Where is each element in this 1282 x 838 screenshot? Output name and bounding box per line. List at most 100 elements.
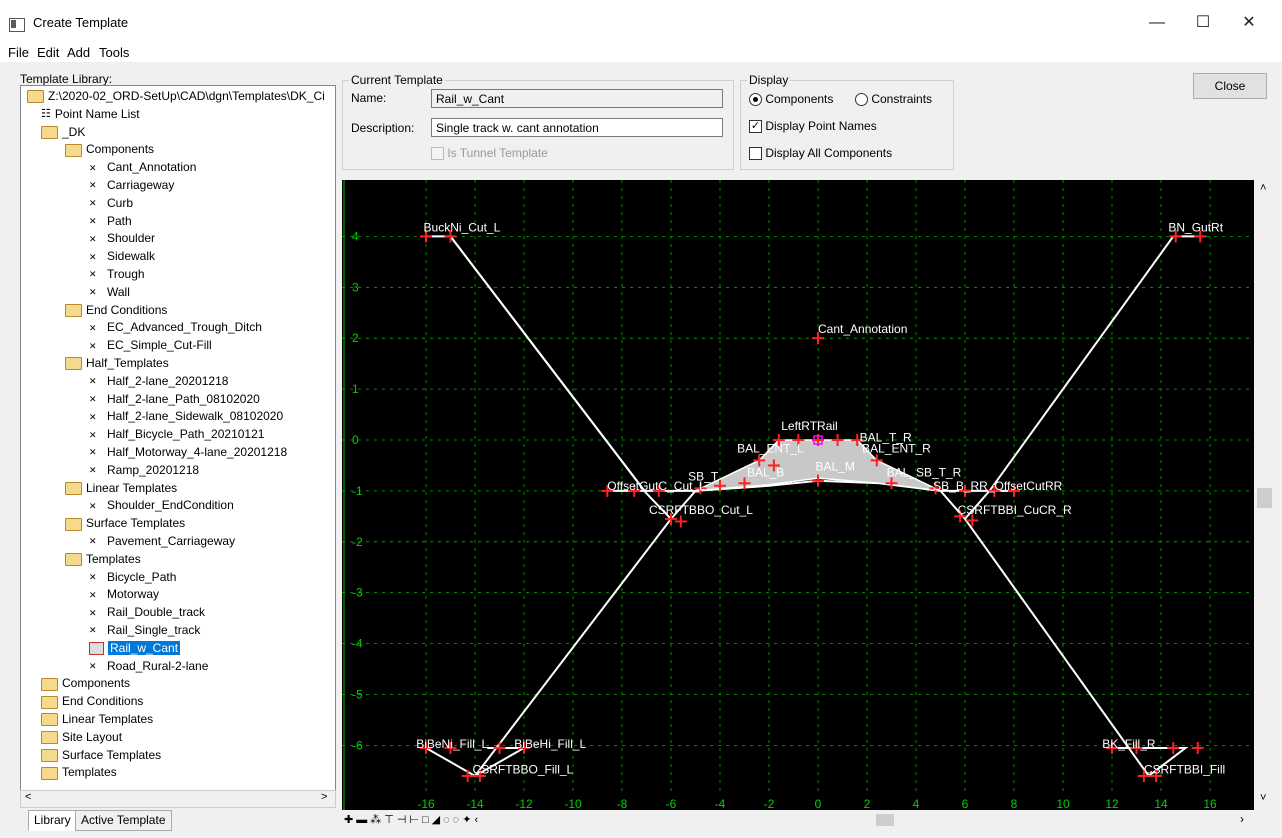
hscroll-thumb[interactable] bbox=[876, 814, 894, 826]
tree-item[interactable]: _DK bbox=[41, 124, 85, 141]
tree-item[interactable]: End Conditions bbox=[65, 302, 167, 319]
tree-item[interactable]: Surface Templates bbox=[41, 747, 161, 764]
tree-item[interactable]: ✕ Motorway bbox=[89, 586, 159, 603]
tree-item[interactable]: ✕ EC_Simple_Cut-Fill bbox=[89, 337, 212, 354]
viewer-tool-icon[interactable]: ⊢ bbox=[409, 814, 419, 826]
maximize-button[interactable]: ☐ bbox=[1195, 14, 1211, 31]
scroll-down-icon[interactable]: ˅ bbox=[1260, 792, 1267, 804]
point-name-label: CSRFTBBO_Cut_L bbox=[649, 503, 753, 517]
tree-item[interactable]: ✕ Bicycle_Path bbox=[89, 569, 176, 586]
tree-item[interactable]: ✕ Path bbox=[89, 213, 132, 230]
menu-file[interactable]: File bbox=[8, 45, 29, 60]
tab-library[interactable]: Library bbox=[28, 810, 77, 831]
tree-item[interactable]: Half_Templates bbox=[65, 355, 169, 372]
tree-item[interactable]: ✕ Curb bbox=[89, 195, 133, 212]
viewer-tool-icon[interactable]: ◌ bbox=[443, 814, 450, 826]
scroll-left-icon[interactable]: < bbox=[25, 791, 32, 803]
display-all-components-label: Display All Components bbox=[765, 146, 893, 160]
tree-item[interactable]: ✕ Half_2-lane_Path_08102020 bbox=[89, 391, 260, 408]
tree-item[interactable]: ✕ Half_Bicycle_Path_20210121 bbox=[89, 426, 264, 443]
template-viewer[interactable]: -16 -14 -12 -10 -8 -6 -4 -2 0 2 4 6 8 10 12 14 16 4 3 2 1 0 -1… bbox=[342, 180, 1254, 811]
tree-item-label: Half_2-lane_Path_08102020 bbox=[107, 391, 260, 406]
constraints-radio-dot[interactable] bbox=[855, 93, 868, 107]
tree-item-label: Half_2-lane_20201218 bbox=[107, 373, 229, 388]
tree-item[interactable]: ✕ Half_2-lane_20201218 bbox=[89, 373, 228, 390]
tunnel-checkbox-box[interactable] bbox=[431, 147, 444, 161]
tree-item[interactable]: Site Layout bbox=[41, 729, 122, 746]
components-radio[interactable]: Components bbox=[749, 92, 833, 107]
component-icon: ✕ bbox=[89, 215, 97, 226]
tree-item[interactable]: ✕ Sidewalk bbox=[89, 248, 155, 265]
point-names-check-icon[interactable]: ✓ bbox=[749, 120, 762, 134]
component-icon: ✕ bbox=[89, 465, 97, 476]
viewer-tool-icon[interactable]: ⁂ bbox=[370, 814, 382, 826]
tree-item[interactable]: ✕ Wall bbox=[89, 284, 130, 301]
viewer-tool-icon[interactable]: ⊣ bbox=[396, 814, 407, 826]
tree-item[interactable]: ✕ Pavement_Carriageway bbox=[89, 533, 235, 550]
tree-item[interactable]: ✕ Rail_Single_track bbox=[89, 622, 200, 639]
tree-item[interactable]: Linear Templates bbox=[65, 480, 177, 497]
tree-item[interactable]: ☷ Point Name List bbox=[41, 106, 140, 123]
tree-item-label: Half_Bicycle_Path_20210121 bbox=[107, 427, 265, 442]
tree-item-label: EC_Simple_Cut-Fill bbox=[107, 338, 212, 353]
menu-tools[interactable]: Tools bbox=[99, 45, 130, 60]
tree-item[interactable]: Surface Templates bbox=[65, 515, 185, 532]
viewer-tool-icon[interactable]: ✚ bbox=[344, 814, 354, 826]
tree-item[interactable]: ✕ EC_Advanced_Trough_Ditch bbox=[89, 319, 262, 336]
template-viewer-svg[interactable]: -16 -14 -12 -10 -8 -6 -4 -2 0 2 4 6 8 10 12 14 1643210-1… bbox=[342, 180, 1254, 811]
constraints-radio[interactable]: Constraints bbox=[855, 92, 932, 107]
tree-item[interactable]: Z:\2020-02_ORD-SetUp\CAD\dgn\Templates\D… bbox=[27, 88, 325, 105]
viewer-tool-icon[interactable]: □ bbox=[422, 814, 429, 826]
viewer-tool-icon[interactable]: ⊤ bbox=[384, 814, 394, 826]
description-field[interactable]: Single track w. cant annotation bbox=[431, 118, 723, 137]
component-icon: ✕ bbox=[89, 625, 97, 636]
tunnel-template-checkbox[interactable]: Is Tunnel Template bbox=[431, 146, 548, 161]
point-marker bbox=[1130, 741, 1143, 754]
viewer-tool-icon[interactable]: ◢ bbox=[431, 814, 441, 826]
component-icon: ✕ bbox=[89, 162, 97, 173]
tree-item[interactable]: ✕ Half_Motorway_4-lane_20201218 bbox=[89, 444, 287, 461]
tree-item[interactable]: ✕ Shoulder_EndCondition bbox=[89, 497, 234, 514]
minimize-button[interactable]: — bbox=[1149, 14, 1165, 31]
tree-item[interactable]: ✕ Carriageway bbox=[89, 177, 174, 194]
display-point-names-checkbox[interactable]: ✓ Display Point Names bbox=[749, 119, 877, 134]
tree-item[interactable]: End Conditions bbox=[41, 693, 143, 710]
all-components-check-box[interactable] bbox=[749, 147, 762, 161]
viewer-tool-icon[interactable]: ‹ bbox=[474, 814, 479, 826]
display-title: Display bbox=[747, 73, 791, 87]
tree-item[interactable]: ✕ Shoulder bbox=[89, 230, 155, 247]
template-library-tree[interactable]: Z:\2020-02_ORD-SetUp\CAD\dgn\Templates\D… bbox=[20, 85, 336, 791]
name-field[interactable]: Rail_w_Cant bbox=[431, 89, 723, 108]
tree-horizontal-scrollbar[interactable]: < > bbox=[20, 790, 336, 808]
display-all-components-checkbox[interactable]: Display All Components bbox=[749, 146, 893, 161]
tree-item[interactable]: Templates bbox=[65, 551, 141, 568]
viewer-tool-icon[interactable]: ▬ bbox=[356, 814, 368, 826]
tree-item[interactable]: ✕ Road_Rural-2-lane bbox=[89, 658, 208, 675]
scroll-right-icon[interactable]: > bbox=[321, 791, 328, 803]
tree-item[interactable]: ✕ Half_2-lane_Sidewalk_08102020 bbox=[89, 408, 283, 425]
tree-item[interactable]: ✕ Ramp_20201218 bbox=[89, 462, 199, 479]
tree-item[interactable]: ✕ Cant_Annotation bbox=[89, 159, 196, 176]
tab-active-template[interactable]: Active Template bbox=[75, 810, 172, 831]
x-tick-label: -10 bbox=[564, 797, 582, 810]
scroll-right-icon[interactable]: › bbox=[1240, 812, 1244, 826]
viewer-tool-icon[interactable]: ✦ bbox=[462, 814, 472, 826]
tree-item[interactable]: Components bbox=[65, 141, 154, 158]
tree-item[interactable]: Linear Templates bbox=[41, 711, 153, 728]
close-button[interactable]: Close bbox=[1193, 73, 1267, 99]
tree-item[interactable]: ✕ Trough bbox=[89, 266, 145, 283]
menu-add[interactable]: Add bbox=[67, 45, 91, 60]
viewer-vertical-scrollbar[interactable]: ˄ ˅ bbox=[1256, 180, 1273, 810]
tree-item[interactable]: Templates bbox=[41, 764, 117, 781]
close-window-button[interactable]: ✕ bbox=[1242, 14, 1256, 31]
components-radio-dot[interactable] bbox=[749, 93, 762, 107]
point-marker bbox=[493, 741, 506, 754]
folder-icon bbox=[65, 481, 82, 495]
tree-item[interactable]: Components bbox=[41, 675, 130, 692]
vscroll-thumb[interactable] bbox=[1257, 488, 1272, 508]
viewer-tool-icon[interactable]: ◌ bbox=[452, 814, 460, 826]
tree-item[interactable]: ✕ Rail_Double_track bbox=[89, 604, 205, 621]
menu-edit[interactable]: Edit bbox=[37, 45, 60, 60]
scroll-up-icon[interactable]: ˄ bbox=[1260, 182, 1267, 194]
tree-item[interactable]: Rail_w_Cant bbox=[89, 640, 181, 657]
